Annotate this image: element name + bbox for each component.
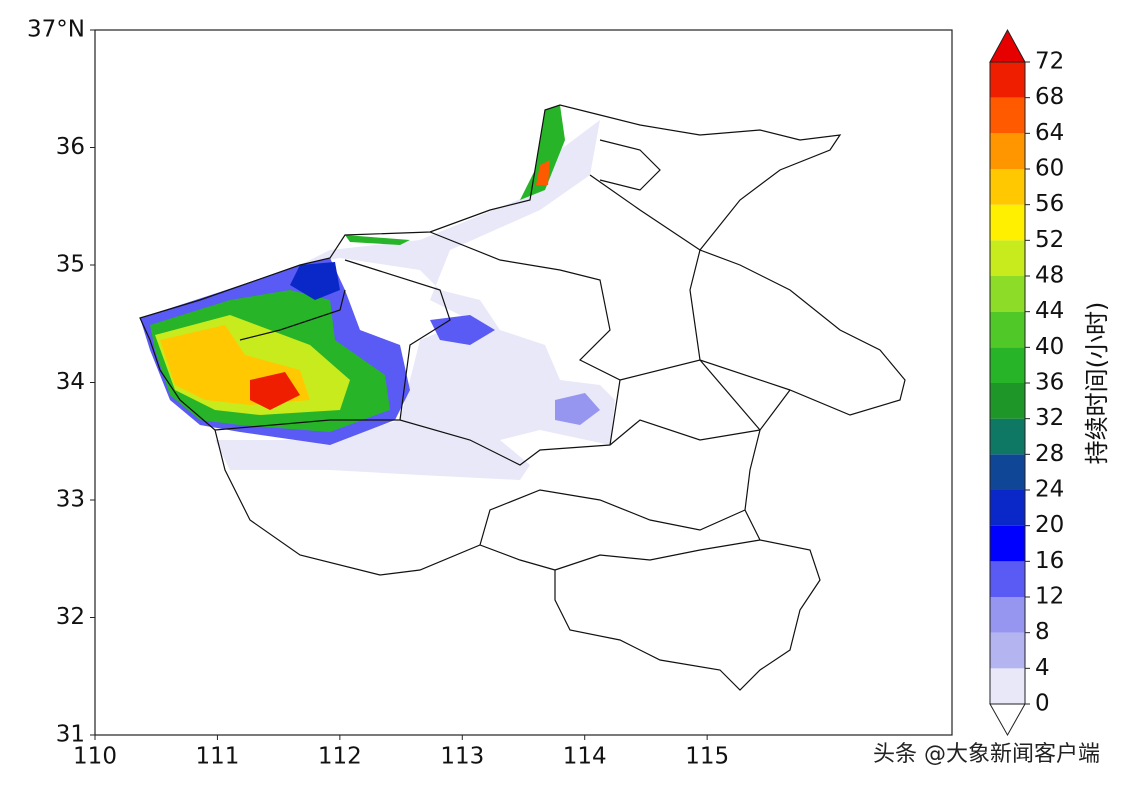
city-border: [344, 259, 451, 421]
colorbar-tick-label: 48: [1035, 263, 1064, 289]
colorbar-band: [990, 490, 1025, 526]
city-border: [239, 289, 346, 341]
colorbar-extend-bottom: [989, 703, 1026, 737]
colorbar-band: [990, 561, 1025, 597]
colorbar-tick-label: 36: [1035, 370, 1064, 396]
precip-fill: [140, 105, 615, 480]
colorbar-band: [990, 597, 1025, 633]
x-tick-label: 111: [195, 744, 239, 770]
x-tick-label: 113: [440, 744, 484, 770]
city-border: [214, 419, 761, 466]
colorbar-band: [990, 525, 1025, 562]
city-border: [429, 231, 621, 446]
fill-region: [536, 160, 550, 185]
x-tick-label: 110: [73, 744, 117, 770]
y-tick-label: 31: [56, 722, 85, 748]
colorbar-tick-label: 68: [1035, 84, 1064, 110]
y-tick-label: 33: [56, 487, 85, 513]
x-tick-label: 114: [563, 744, 607, 770]
colorbar-tick-label: 52: [1035, 227, 1064, 253]
colorbar-band: [990, 62, 1025, 98]
watermark: 头条 @大象新闻客户端: [873, 742, 1100, 767]
colorbar-extend-top: [989, 28, 1026, 63]
city-border: [619, 359, 791, 391]
fill-region: [250, 372, 300, 410]
colorbar-band: [990, 418, 1025, 455]
colorbar-tick-label: 44: [1035, 298, 1064, 324]
colorbar-label: 持续时间(小时): [1083, 302, 1111, 465]
fill-region: [290, 262, 340, 300]
colorbar-band: [990, 383, 1025, 419]
x-tick-label: 115: [685, 744, 729, 770]
colorbar-tick-label: 4: [1035, 655, 1050, 681]
colorbar-tick-label: 12: [1035, 584, 1064, 610]
colorbar-tick-label: 60: [1035, 156, 1064, 182]
colorbar-band: [990, 97, 1025, 134]
colorbar-tick-label: 16: [1035, 548, 1064, 574]
colorbar-tick-label: 32: [1035, 405, 1064, 431]
city-border: [554, 539, 761, 571]
x-tick-label: 112: [318, 744, 362, 770]
colorbar-band: [990, 133, 1025, 169]
y-tick-label: 35: [56, 252, 85, 278]
colorbar-band: [990, 632, 1025, 669]
fill-region: [345, 235, 410, 245]
y-tick-label: 34: [56, 369, 85, 395]
fill-region: [215, 120, 615, 480]
city-border: [599, 139, 661, 191]
colorbar-band: [990, 276, 1025, 312]
y-tick-label: 32: [56, 604, 85, 630]
colorbar-band: [990, 311, 1025, 348]
colorbar-tick-label: 28: [1035, 441, 1064, 467]
colorbar-band: [990, 454, 1025, 490]
fill-region: [555, 393, 600, 425]
fill-region: [520, 105, 565, 200]
colorbar-tick-label: 40: [1035, 334, 1064, 360]
y-tick-label: 36: [56, 134, 85, 160]
colorbar-tick-label: 72: [1035, 49, 1064, 75]
y-tick-label: 37°N: [27, 17, 85, 43]
boundaries: [139, 104, 906, 691]
colorbar-band: [990, 347, 1025, 383]
colorbar-tick-label: 20: [1035, 512, 1064, 538]
colorbar-tick-label: 64: [1035, 120, 1064, 146]
colorbar-tick-label: 0: [1035, 691, 1050, 717]
colorbar-band: [990, 204, 1025, 241]
colorbar-band: [990, 240, 1025, 276]
colorbar-tick-label: 24: [1035, 477, 1064, 503]
colorbar-band: [990, 169, 1025, 205]
city-border: [479, 489, 746, 546]
colorbar-tick-label: 8: [1035, 619, 1050, 645]
city-border: [589, 174, 761, 431]
colorbar-tick-label: 56: [1035, 191, 1064, 217]
province-outline: [139, 104, 906, 691]
colorbar-band: [990, 668, 1025, 704]
